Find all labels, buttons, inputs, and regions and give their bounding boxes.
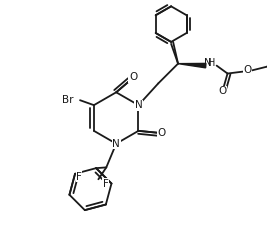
Text: H: H	[208, 58, 215, 68]
Text: N: N	[112, 139, 120, 149]
Text: O: O	[129, 72, 137, 82]
Polygon shape	[178, 63, 206, 68]
Text: O: O	[243, 65, 251, 74]
Text: F: F	[76, 172, 82, 182]
Text: N: N	[135, 100, 142, 110]
Text: Br: Br	[62, 95, 74, 105]
Text: N: N	[204, 58, 212, 68]
Text: F: F	[103, 179, 109, 188]
Text: O: O	[157, 128, 165, 138]
Text: O: O	[218, 86, 227, 96]
